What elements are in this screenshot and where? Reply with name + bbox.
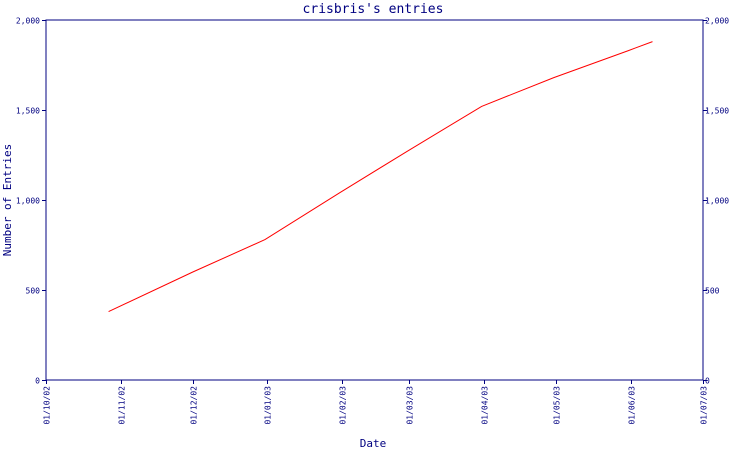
chart-title: crisbris's entries [303, 2, 444, 17]
y-tick-label-right: 0 [705, 377, 710, 386]
x-tick-label: 01/05/03 [553, 386, 562, 425]
plot-area: 0 0 500 500 1,000 1,000 1,500 1,500 2,000 2,000 01… [16, 17, 729, 425]
x-tick-label: 01/10/02 [43, 386, 52, 425]
x-tick-label: 01/04/03 [481, 386, 490, 425]
y-tick-label-left: 1,000 [16, 197, 40, 206]
y-axis-label: Number of Entries [1, 144, 14, 257]
y-tick-label-right: 1,000 [705, 197, 729, 206]
x-tick-label: 01/12/02 [190, 386, 199, 425]
y-tick-label-right: 2,000 [705, 17, 729, 26]
y-tick-label-left: 500 [26, 287, 41, 296]
y-tick-label-left: 1,500 [16, 107, 40, 116]
x-tick-label: 01/11/02 [118, 386, 127, 425]
y-tick-label-right: 500 [705, 287, 720, 296]
x-axis-label: Date [360, 437, 387, 450]
x-tick-label: 01/02/03 [339, 386, 348, 425]
y-tick-label-left: 0 [35, 377, 40, 386]
y-tick-label-left: 2,000 [16, 17, 40, 26]
series-line [108, 41, 653, 313]
x-tick-label: 01/03/03 [406, 386, 415, 425]
x-tick-label: 01/06/03 [628, 386, 637, 425]
y-tick-label-right: 1,500 [705, 107, 729, 116]
x-tick-label: 01/01/03 [264, 386, 273, 425]
x-tick-label: 01/07/03 [700, 386, 709, 425]
